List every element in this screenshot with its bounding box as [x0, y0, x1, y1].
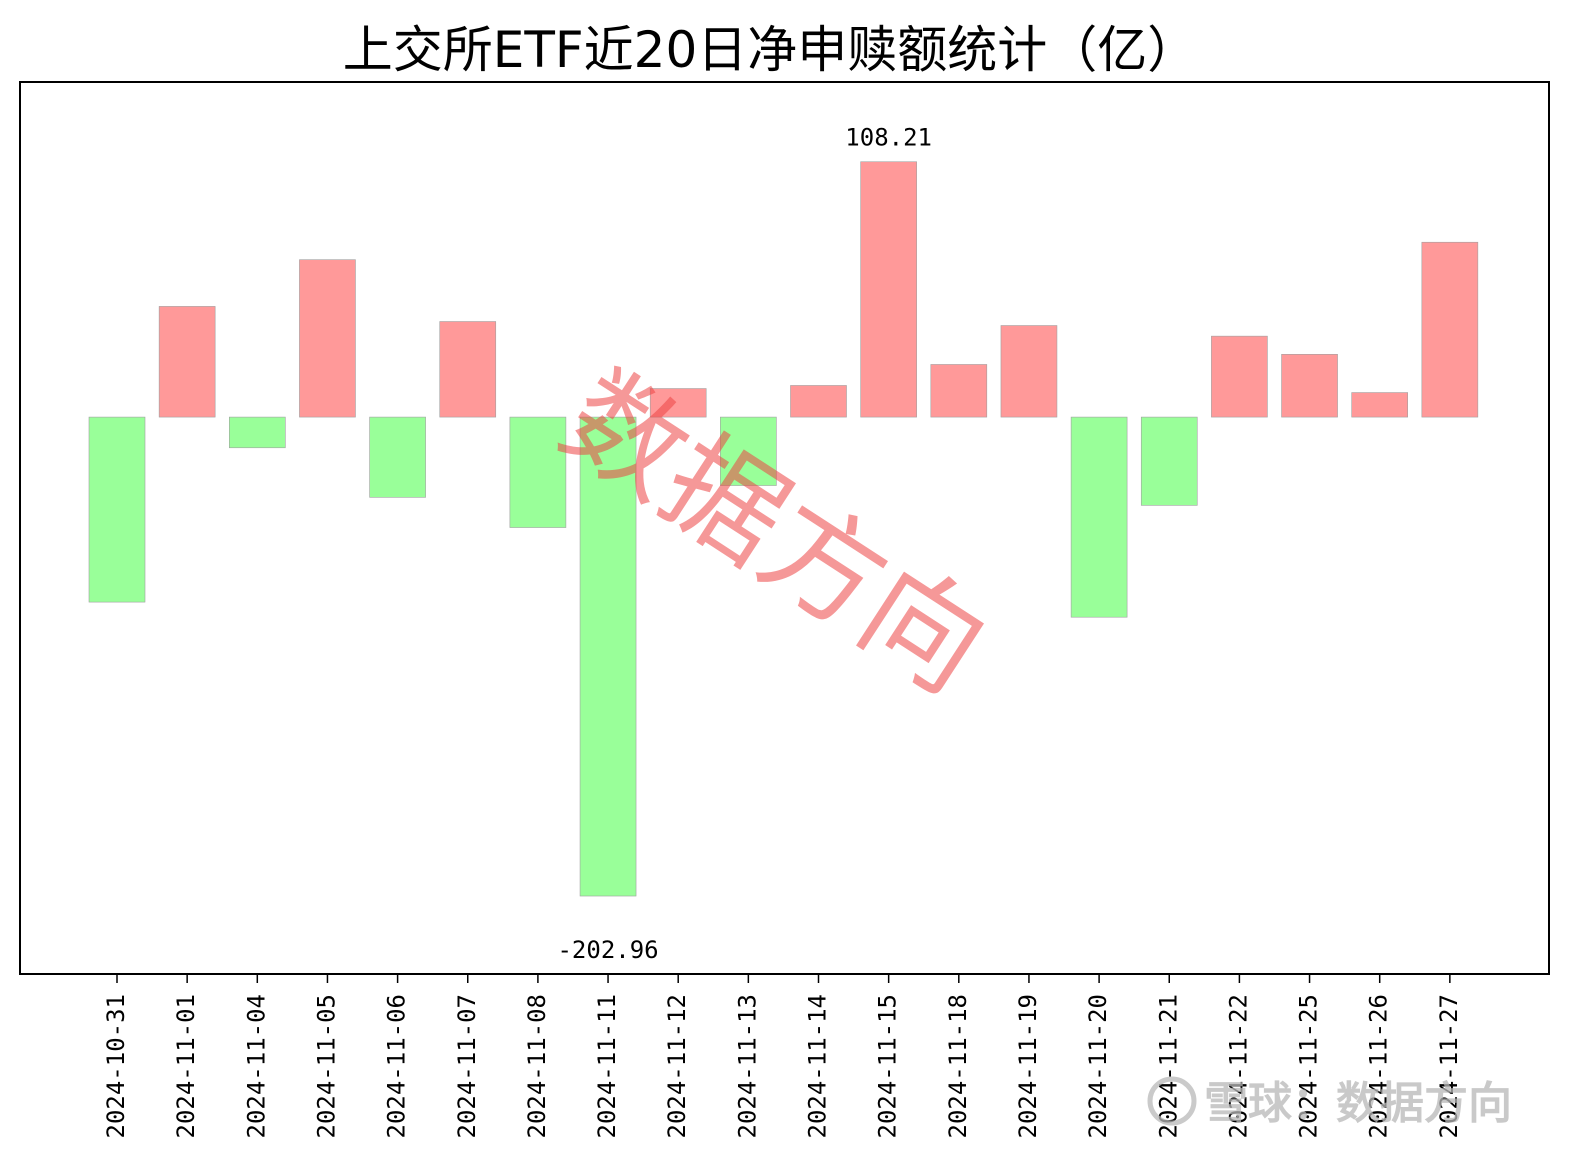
x-tick-label: 2024-11-07	[453, 994, 481, 1139]
x-tick-label: 2024-11-11	[593, 994, 621, 1139]
bar-2024-11-19	[1000, 325, 1058, 418]
bar-2024-11-13	[720, 416, 777, 486]
x-tick-label: 2024-11-20	[1084, 994, 1112, 1139]
bar-2024-11-26	[1351, 392, 1408, 418]
data-label-2024-11-11: -202.96	[557, 936, 658, 964]
bar-2024-11-11	[579, 416, 637, 897]
bar-2024-11-20	[1070, 416, 1128, 618]
x-tick-label: 2024-11-21	[1154, 994, 1182, 1139]
x-tick-label: 2024-11-27	[1435, 994, 1463, 1139]
x-ticks-layer: 2024-10-31 2024-11-01 2024-11-04 2024-11-05…	[102, 974, 1463, 1139]
x-tick-label: 2024-11-12	[663, 994, 691, 1139]
bar-2024-11-15	[860, 161, 917, 418]
data-labels-layer: 108.21 -202.96	[557, 124, 932, 964]
x-tick-label: 2024-11-13	[733, 994, 761, 1139]
x-tick-label: 2024-11-01	[172, 994, 200, 1139]
x-tick-label: 2024-10-31	[102, 994, 130, 1139]
credit-logo: 雪球：数据方向	[1147, 1076, 1512, 1129]
bars-layer	[88, 161, 1479, 897]
bar-2024-11-08	[509, 416, 567, 528]
bar-2024-10-31	[88, 416, 146, 603]
x-tick-label: 2024-11-14	[804, 994, 832, 1139]
plot-frame	[19, 81, 1550, 975]
x-tick-label: 2024-11-26	[1365, 994, 1393, 1139]
x-tick-label: 2024-11-08	[523, 994, 551, 1139]
bar-2024-11-07	[439, 321, 497, 418]
bar-2024-11-06	[369, 416, 426, 498]
chart-title: 上交所ETF近20日净申赎额统计（亿）	[343, 21, 1198, 79]
x-tick-label: 2024-11-04	[242, 994, 270, 1139]
x-tick-label: 2024-11-15	[874, 994, 902, 1139]
credit-text: 雪球：数据方向	[1204, 1078, 1512, 1129]
x-tick-label: 2024-11-18	[944, 994, 972, 1139]
bar-2024-11-18	[930, 364, 988, 418]
bar-2024-11-27	[1421, 241, 1479, 418]
x-tick-label: 2024-11-06	[383, 994, 411, 1139]
bar-2024-11-04	[229, 416, 286, 449]
bar-2024-11-25	[1281, 354, 1338, 418]
bar-2024-11-05	[299, 259, 356, 418]
x-tick-label: 2024-11-25	[1295, 994, 1323, 1139]
x-tick-label: 2024-11-19	[1014, 994, 1042, 1139]
snowball-logo-icon	[1147, 1076, 1197, 1126]
bar-2024-11-21	[1140, 416, 1198, 506]
bar-2024-11-14	[790, 385, 847, 418]
bar-2024-11-12	[649, 388, 707, 418]
data-label-2024-11-15: 108.21	[845, 124, 932, 152]
bar-2024-11-22	[1211, 335, 1268, 418]
bar-2024-11-01	[158, 306, 216, 418]
x-tick-label: 2024-11-05	[312, 994, 340, 1139]
x-tick-label: 2024-11-22	[1224, 994, 1252, 1139]
